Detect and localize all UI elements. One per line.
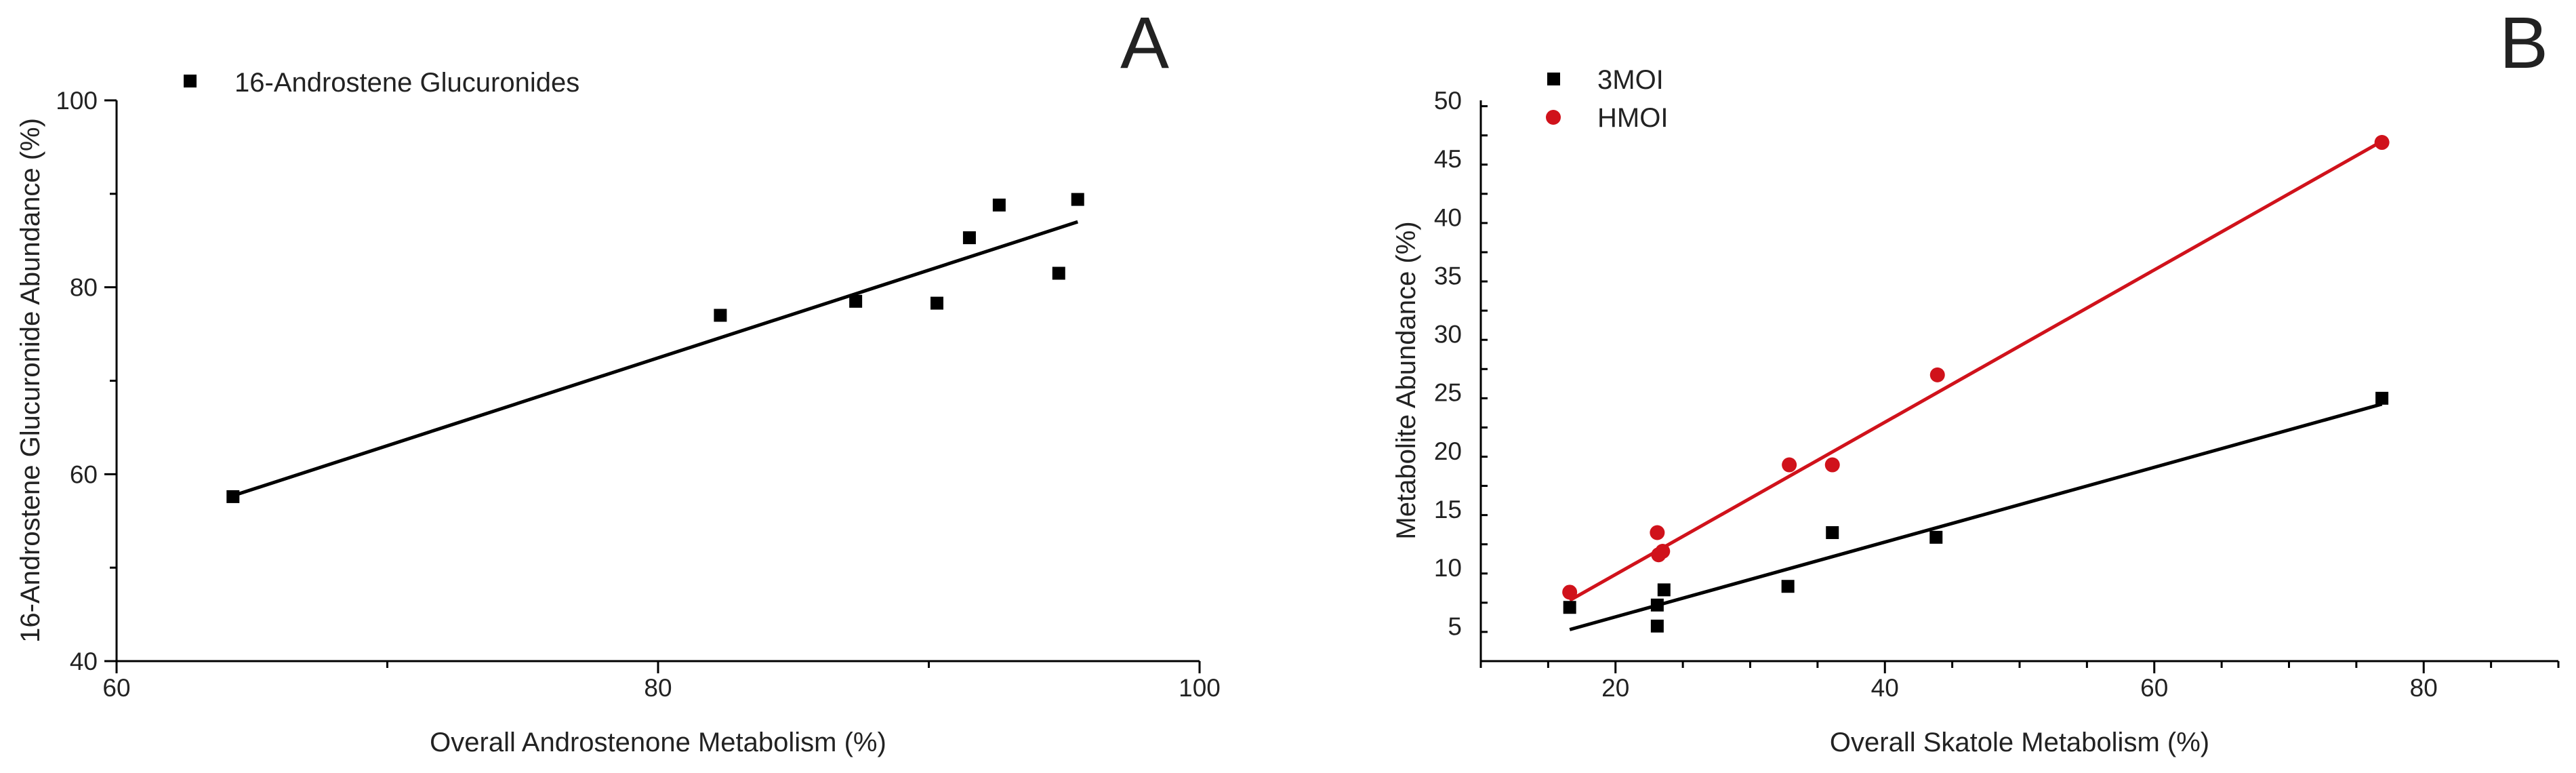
panel-a-y-tick-label: 60 [70,460,98,488]
panel-b-fit-line-hmoi [1568,140,2383,602]
panel-b-x-tick-label: 80 [2410,674,2438,702]
panel-a-y-tick-label: 40 [70,648,98,675]
panel-a-point-16-androstene-glucuronides [1071,193,1084,206]
panel-a-point-16-androstene-glucuronides [714,309,727,322]
panel-b-point-3moi [1563,601,1576,614]
panel-b-point-hmoi [1650,525,1665,540]
panel-b-y-tick-label: 40 [1434,203,1462,231]
panel-a-x-tick-label: 60 [102,674,130,702]
panel-a-x-tick-label: 100 [1179,674,1221,702]
chart-panel-b: 20 40 60 80 5 10 15 20 25 30 35 40 45 50 Overall Skat… [1391,1,2560,757]
panel-b-y-tick-label: 45 [1434,145,1462,173]
panel-a-legend-label-16-androstene-glucuronides: 16-Androstene Glucuronides [234,68,579,98]
panel-b-y-tick-label: 25 [1434,379,1462,407]
panel-b-legend-label-hmoi: HMOI [1597,103,1668,133]
panel-b-legend-marker-hmoi [1546,110,1561,125]
panel-b-point-hmoi [1562,584,1578,600]
panel-b-point-3moi [1929,530,1943,544]
panel-b-y-tick-label: 35 [1434,262,1462,290]
panel-a-letter: A [1120,1,1169,83]
panel-b-letter: B [2499,1,2548,83]
panel-b-fit-line-3moi [1569,402,2383,631]
panel-a-point-16-androstene-glucuronides [1052,266,1065,280]
panel-b-point-3moi [1657,583,1671,597]
panel-a-point-16-androstene-glucuronides [992,198,1006,212]
panel-b-point-3moi [2375,391,2389,405]
panel-b-point-hmoi [1929,367,1945,382]
panel-b-y-tick-label: 50 [1434,87,1462,115]
panel-a-legend: 16-Androstene Glucuronides [184,68,579,98]
panel-a-legend-marker-16-androstene-glucuronides [184,75,197,87]
panel-b-x-tick-label: 40 [1871,674,1899,702]
panel-a-y-axis-title: 16-Androstene Glucuronide Abundance (%) [16,118,45,643]
panel-b-y-tick-label: 10 [1434,554,1462,582]
panel-b-point-3moi [1781,580,1795,593]
panel-b-point-3moi [1650,619,1664,633]
panel-b-legend: 3MOI HMOI [1546,65,1668,133]
panel-a-point-16-androstene-glucuronides [962,231,976,245]
panel-b-x-axis-title: Overall Skatole Metabolism (%) [1830,728,2209,757]
panel-a-point-16-androstene-glucuronides [849,294,863,308]
panel-b-point-hmoi [1782,457,1797,473]
panel-b-y-axis-title: Metabolite Abundance (%) [1391,221,1421,539]
panel-b-x-tick-label: 60 [2140,674,2168,702]
panel-a-y-tick-label: 80 [70,274,98,302]
panel-b-point-3moi [1650,598,1664,612]
panel-b-legend-marker-3moi [1547,73,1560,85]
panel-b-point-hmoi [2374,135,2390,151]
panel-b-y-tick-label: 20 [1434,437,1462,465]
panel-b-point-hmoi [1824,457,1840,473]
panel-b-point-hmoi [1655,544,1671,559]
panel-a-x-tick-label: 80 [644,674,672,702]
panel-a-fit-line-16-androstene-glucuronides [232,220,1078,498]
panel-b-legend-label-3moi: 3MOI [1597,65,1664,95]
panel-a-y-tick-label: 100 [56,87,98,115]
panel-b-x-tick-label: 20 [1601,674,1629,702]
panel-a-point-16-androstene-glucuronides [930,296,943,310]
panel-a-point-16-androstene-glucuronides [226,490,240,503]
panel-b-y-tick-label: 30 [1434,321,1462,349]
panel-a-x-axis-title: Overall Androstenone Metabolism (%) [430,728,886,757]
panel-b-point-3moi [1826,526,1839,539]
panel-b-y-tick-label: 15 [1434,496,1462,523]
panel-b-y-tick-label: 5 [1448,612,1462,640]
